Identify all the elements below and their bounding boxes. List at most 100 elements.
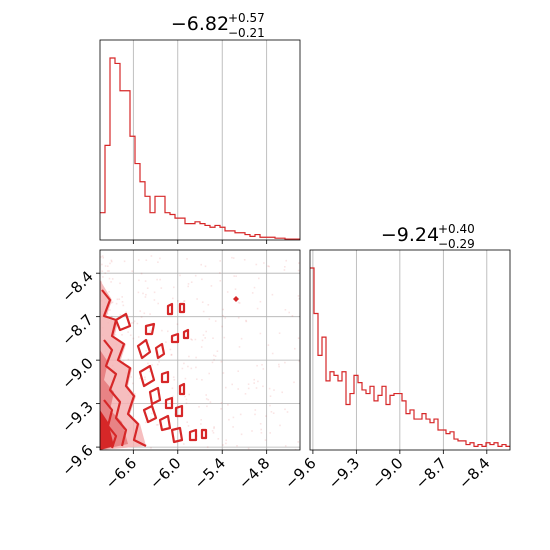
- scatter-point: [200, 346, 203, 348]
- scatter-point: [146, 287, 149, 289]
- scatter-point: [222, 372, 225, 374]
- scatter-point: [116, 298, 119, 301]
- scatter-point: [222, 314, 224, 317]
- hist-x-title-median: −6.82: [171, 13, 229, 35]
- scatter-ytick-label: −9.3: [58, 398, 96, 436]
- scatter-point: [149, 313, 151, 315]
- scatter-point: [172, 376, 175, 378]
- scatter-point: [201, 278, 203, 281]
- scatter-point: [156, 278, 158, 281]
- scatter-point: [284, 408, 286, 411]
- scatter-point: [235, 275, 237, 277]
- scatter-point: [114, 334, 117, 336]
- contour-island-18: [200, 428, 208, 440]
- scatter-point: [184, 395, 186, 398]
- scatter-point: [170, 354, 173, 356]
- scatter-point: [172, 395, 174, 398]
- scatter-point: [111, 278, 114, 280]
- contour-line-3: [103, 399, 118, 449]
- scatter-point: [159, 278, 161, 281]
- scatter-point: [208, 318, 211, 320]
- scatter-point: [225, 439, 227, 441]
- hist-x-xticks: [132, 240, 268, 244]
- scatter-point: [297, 441, 299, 443]
- scatter-point: [288, 311, 290, 314]
- scatter-point: [284, 309, 287, 311]
- scatter-point: [151, 364, 153, 366]
- scatter-point: [139, 377, 141, 380]
- scatter-point: [200, 419, 202, 421]
- scatter-point: [284, 266, 286, 268]
- scatter-point: [144, 280, 147, 282]
- scatter-point: [196, 298, 198, 300]
- hist-x-title-lower: −0.21: [228, 26, 265, 40]
- scatter-point: [271, 352, 274, 355]
- scatter-point: [286, 411, 289, 413]
- panel-hist-x: −6.82 +0.57 −0.21: [99, 11, 301, 244]
- scatter-point: [145, 421, 147, 424]
- scatter-point: [222, 444, 224, 446]
- scatter-point: [257, 380, 259, 383]
- scatter-point: [125, 311, 127, 314]
- scatter-point: [259, 332, 262, 335]
- scatter-point: [232, 426, 234, 428]
- scatter-point: [260, 432, 263, 434]
- scatter-point: [268, 265, 270, 268]
- scatter-point: [173, 379, 176, 381]
- scatter-point: [138, 279, 140, 282]
- scatter-point: [185, 398, 188, 401]
- scatter-point: [200, 263, 202, 266]
- scatter-point: [245, 320, 248, 323]
- scatter-point: [207, 304, 210, 306]
- scatter-point: [210, 285, 213, 287]
- scatter-ytick-label: −9.0: [58, 354, 96, 392]
- scatter-point: [207, 398, 210, 401]
- hist-x-series: [100, 57, 300, 240]
- scatter-point: [251, 292, 254, 294]
- scatter-point: [122, 304, 125, 307]
- scatter-point: [146, 339, 149, 341]
- scatter-point: [161, 329, 163, 332]
- scatter-yticks: −8.4 −8.7 −9.0 −9.3 −9.6: [58, 267, 100, 480]
- contour-island-11: [148, 386, 162, 406]
- scatter-xtick-label: −6.0: [146, 454, 184, 492]
- scatter-point: [205, 394, 207, 396]
- scatter-point: [133, 320, 136, 322]
- scatter-point: [132, 337, 135, 340]
- scatter-point: [213, 354, 215, 357]
- scatter-point: [132, 322, 135, 324]
- scatter-point: [149, 330, 151, 332]
- scatter-point: [110, 302, 113, 304]
- scatter-point: [144, 376, 146, 379]
- scatter-point: [177, 300, 179, 302]
- hist-y-xtick-label: −8.7: [412, 454, 450, 492]
- scatter-point: [196, 378, 198, 380]
- scatter-point: [118, 298, 121, 300]
- scatter-point: [137, 291, 140, 294]
- scatter-point: [255, 263, 258, 266]
- scatter-point: [127, 331, 129, 333]
- scatter-point: [121, 296, 123, 298]
- scatter-point: [234, 288, 237, 290]
- scatter-point: [172, 297, 174, 300]
- scatter-point: [167, 330, 169, 333]
- scatter-point: [188, 355, 190, 358]
- scatter-point: [213, 426, 215, 428]
- scatter-xticks: −6.6 −6.0 −5.4 −4.8: [102, 450, 273, 493]
- scatter-point: [121, 334, 123, 336]
- scatter-point: [176, 323, 179, 325]
- scatter-point: [232, 416, 235, 419]
- scatter-point: [269, 432, 271, 434]
- scatter-point: [232, 257, 235, 259]
- scatter-point: [214, 320, 217, 322]
- scatter-point: [187, 285, 189, 288]
- scatter-point: [219, 280, 222, 282]
- scatter-point: [144, 378, 146, 381]
- scatter-point: [155, 424, 158, 426]
- scatter-point: [243, 259, 246, 261]
- scatter-point: [259, 423, 262, 425]
- scatter-point: [236, 445, 238, 447]
- scatter-point: [212, 432, 215, 434]
- scatter-point: [254, 413, 256, 416]
- hist-y-title: −9.24: [381, 224, 439, 246]
